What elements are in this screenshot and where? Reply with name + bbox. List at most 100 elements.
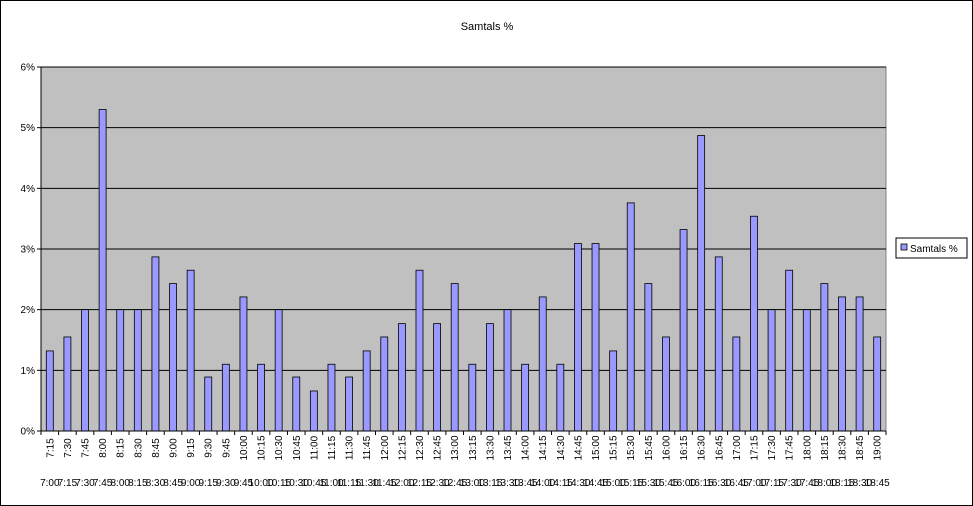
- x-tick-label: 10:00: [239, 435, 250, 460]
- x-tick-label: 13:30: [485, 435, 496, 460]
- x-tick-label-start: 14:45: [583, 478, 608, 489]
- bar: [802, 309, 811, 432]
- x-tick-label: 13:45: [503, 435, 514, 460]
- x-tick-label: 16:15: [679, 435, 690, 460]
- chart-title: Samtals %: [461, 21, 514, 33]
- bar: [644, 283, 653, 432]
- bar: [116, 309, 125, 432]
- bar: [45, 350, 54, 432]
- x-tick-label-start: 15:00: [601, 478, 626, 489]
- y-tick-label: 1%: [21, 366, 36, 377]
- x-tick-label: 7:45: [81, 438, 92, 458]
- y-tick-label: 2%: [21, 305, 36, 316]
- x-tick-label: 8:45: [151, 438, 162, 458]
- x-tick-label: 18:45: [855, 435, 866, 460]
- x-tick-label-start: 8:00: [110, 478, 130, 489]
- x-tick-label-start: 10:30: [284, 478, 309, 489]
- x-tick-label-start: 9:45: [234, 478, 254, 489]
- x-tick-label-start: 13:15: [477, 478, 502, 489]
- x-tick-label: 13:00: [450, 435, 461, 460]
- x-tick-label-start: 17:30: [777, 478, 802, 489]
- x-tick-label-start: 7:30: [75, 478, 95, 489]
- legend: Samtals %: [895, 237, 968, 259]
- bar: [257, 363, 265, 432]
- legend-box: [895, 237, 968, 259]
- x-tick-label-start: 12:45: [442, 478, 467, 489]
- bar: [63, 336, 72, 432]
- x-tick-label: 14:30: [556, 435, 567, 460]
- bar: [838, 296, 846, 432]
- legend-swatch: [900, 243, 908, 251]
- x-axis: 7:157:007:307:157:457:308:007:458:158:00…: [40, 430, 890, 489]
- y-tick-label: 6%: [21, 63, 36, 74]
- x-tick-label-start: 13:30: [495, 478, 520, 489]
- x-tick-label-start: 7:00: [40, 478, 60, 489]
- x-tick-label-start: 14:30: [565, 478, 590, 489]
- x-tick-label: 11:15: [327, 435, 338, 460]
- x-tick-label: 10:45: [292, 435, 303, 460]
- x-tick-label-start: 14:15: [548, 478, 573, 489]
- bar: [468, 363, 477, 432]
- x-tick-label-start: 13:45: [513, 478, 538, 489]
- x-tick-label: 18:15: [820, 435, 831, 460]
- bar: [98, 109, 107, 432]
- x-tick-label-start: 14:00: [530, 478, 555, 489]
- bar: [697, 135, 706, 432]
- x-tick-label: 16:45: [714, 435, 725, 460]
- bar: [169, 283, 177, 432]
- x-tick-label: 15:30: [626, 435, 637, 460]
- x-tick-label-start: 18:30: [847, 478, 872, 489]
- x-tick-label: 15:00: [591, 435, 602, 460]
- x-tick-label: 11:45: [362, 435, 373, 460]
- y-tick-label: 4%: [21, 184, 36, 195]
- x-tick-label-start: 15:45: [653, 478, 678, 489]
- x-tick-label: 13:15: [468, 435, 479, 460]
- bar: [785, 269, 794, 432]
- bar: [591, 243, 600, 432]
- bar: [767, 309, 776, 432]
- x-tick-label-start: 12:15: [407, 478, 432, 489]
- x-tick-label-start: 7:15: [58, 478, 78, 489]
- bar: [362, 350, 371, 432]
- bar: [151, 256, 160, 432]
- x-tick-label-start: 9:30: [216, 478, 236, 489]
- x-tick-label: 15:45: [644, 435, 655, 460]
- x-tick-label: 14:00: [521, 435, 532, 460]
- bar: [292, 376, 301, 432]
- x-tick-label: 17:00: [732, 435, 743, 460]
- x-tick-label-start: 11:15: [337, 478, 362, 489]
- bar: [556, 363, 565, 432]
- x-tick-label: 8:30: [133, 438, 144, 458]
- x-tick-label: 15:15: [609, 435, 620, 460]
- x-tick-label-start: 9:00: [181, 478, 201, 489]
- bar: [609, 350, 618, 432]
- bar: [486, 323, 494, 432]
- x-tick-label-start: 16:30: [706, 478, 731, 489]
- bar: [855, 296, 864, 432]
- bar: [274, 309, 283, 432]
- bar: [662, 336, 670, 432]
- legend-label: Samtals %: [910, 244, 958, 255]
- bar: [186, 269, 195, 432]
- x-tick-label-start: 8:30: [146, 478, 166, 489]
- bar: [574, 243, 582, 432]
- x-tick-label: 9:45: [221, 438, 232, 458]
- x-tick-label: 10:15: [257, 435, 268, 460]
- x-tick-label: 16:00: [661, 435, 672, 460]
- x-tick-label: 8:00: [98, 438, 109, 458]
- x-tick-label: 12:30: [415, 435, 426, 460]
- bar: [750, 215, 758, 432]
- bar: [133, 309, 142, 432]
- x-tick-label-start: 17:15: [759, 478, 784, 489]
- y-tick-label: 0%: [21, 427, 36, 438]
- bar: [345, 376, 353, 432]
- x-tick-label-start: 10:45: [301, 478, 326, 489]
- x-tick-label: 18:00: [802, 435, 813, 460]
- bar: [503, 309, 512, 432]
- x-tick-label-start: 11:00: [319, 478, 344, 489]
- bar: [81, 309, 89, 432]
- bar: [521, 363, 530, 432]
- plot-area: [40, 66, 887, 432]
- x-tick-label: 14:15: [538, 435, 549, 460]
